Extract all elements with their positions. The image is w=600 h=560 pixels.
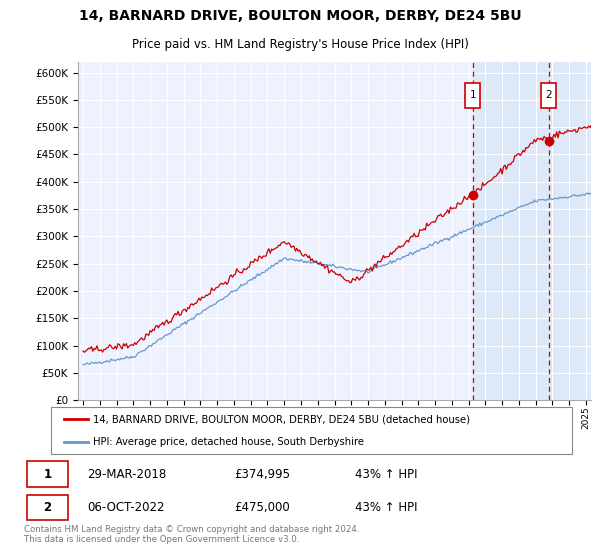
Text: 2: 2	[545, 91, 552, 100]
Text: 14, BARNARD DRIVE, BOULTON MOOR, DERBY, DE24 5BU (detached house): 14, BARNARD DRIVE, BOULTON MOOR, DERBY, …	[93, 414, 470, 424]
Text: HPI: Average price, detached house, South Derbyshire: HPI: Average price, detached house, Sout…	[93, 437, 364, 447]
Text: 43% ↑ HPI: 43% ↑ HPI	[355, 501, 418, 514]
Text: 1: 1	[43, 468, 52, 480]
Text: £475,000: £475,000	[234, 501, 290, 514]
FancyBboxPatch shape	[27, 494, 68, 520]
Text: Price paid vs. HM Land Registry's House Price Index (HPI): Price paid vs. HM Land Registry's House …	[131, 38, 469, 51]
FancyBboxPatch shape	[541, 83, 556, 108]
Text: 14, BARNARD DRIVE, BOULTON MOOR, DERBY, DE24 5BU: 14, BARNARD DRIVE, BOULTON MOOR, DERBY, …	[79, 9, 521, 23]
Text: 2: 2	[43, 501, 52, 514]
Text: Contains HM Land Registry data © Crown copyright and database right 2024.
This d: Contains HM Land Registry data © Crown c…	[24, 525, 359, 544]
Text: 43% ↑ HPI: 43% ↑ HPI	[355, 468, 418, 480]
FancyBboxPatch shape	[27, 461, 68, 487]
FancyBboxPatch shape	[465, 83, 481, 108]
Bar	[473, 62, 595, 400]
Text: 1: 1	[469, 91, 476, 100]
Text: 29-MAR-2018: 29-MAR-2018	[88, 468, 167, 480]
FancyBboxPatch shape	[50, 407, 572, 454]
Text: 06-OCT-2022: 06-OCT-2022	[88, 501, 165, 514]
Text: £374,995: £374,995	[234, 468, 290, 480]
